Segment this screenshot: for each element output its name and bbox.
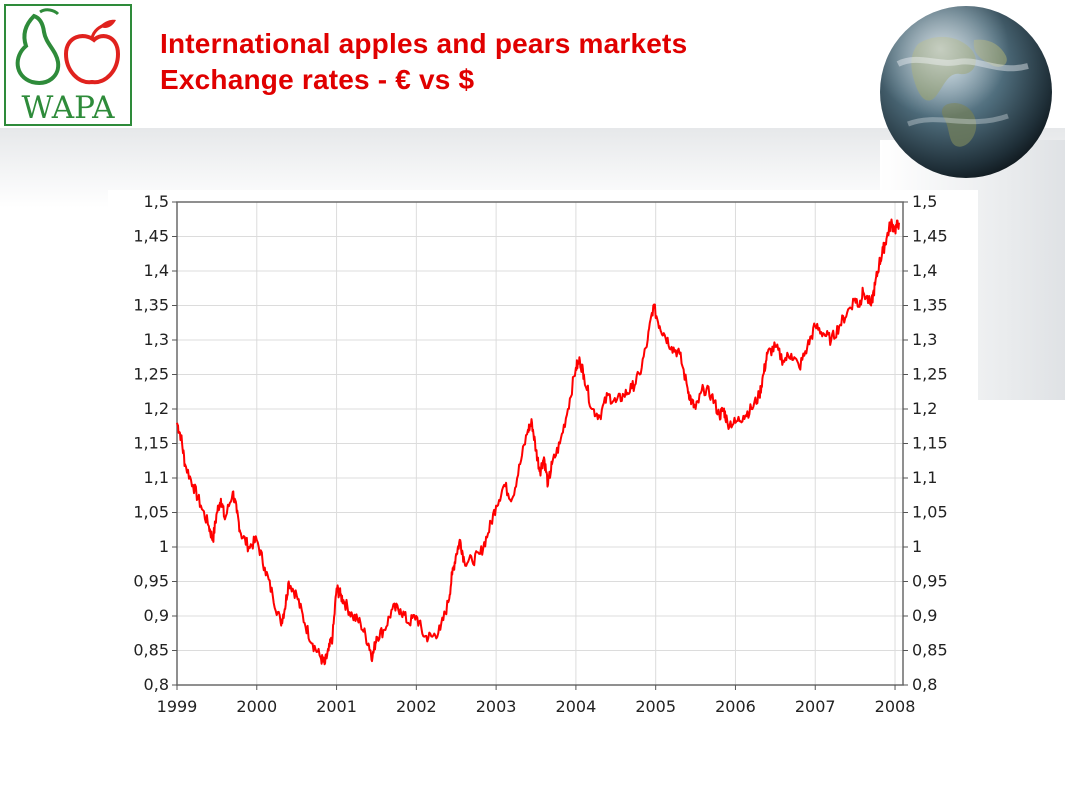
y-tick-label-right: 1,05 — [912, 503, 948, 522]
y-tick-label-left: 1,15 — [133, 434, 169, 453]
y-tick-label-left: 1,05 — [133, 503, 169, 522]
y-axis-right: 0,8 0,85 0,9 0,95 1 1,05 1,1 1,15 1,2 1,25 1,3 1,35… — [903, 192, 948, 694]
y-tick-label-left: 1,35 — [133, 296, 169, 315]
y-tick-label-right: 1,1 — [912, 468, 937, 487]
y-tick-label-left: 1,3 — [144, 330, 169, 349]
x-tick-label: 2005 — [635, 697, 676, 716]
y-tick-label-left: 1,5 — [144, 192, 169, 211]
x-tick-label: 2003 — [476, 697, 517, 716]
title-block: International apples and pears markets E… — [160, 26, 687, 98]
y-tick-label-right: 1,25 — [912, 365, 948, 384]
y-tick-label-left: 0,8 — [144, 675, 169, 694]
series-line-eur-usd — [176, 218, 900, 666]
y-tick-label-right: 0,9 — [912, 606, 937, 625]
y-tick-label-right: 1,15 — [912, 434, 948, 453]
x-axis: 1999 2000 2001 2002 2003 2004 2005 2006 2007 2008 — [157, 685, 916, 716]
y-tick-label-left: 1,25 — [133, 365, 169, 384]
chart-grid — [176, 201, 903, 686]
exchange-rate-chart: 0,8 0,85 0,9 0,95 1 1,05 1,1 1,15 1,2 1,25 1,3 1,35… — [133, 192, 948, 716]
y-tick-label-right: 1,4 — [912, 261, 937, 280]
y-tick-label-right: 1,3 — [912, 330, 937, 349]
x-tick-label: 1999 — [157, 697, 198, 716]
y-axis-left: 0,8 0,85 0,9 0,95 1 1,05 1,1 1,15 1,2 1,25 1,3 1,35… — [133, 192, 177, 694]
y-tick-label-right: 0,85 — [912, 641, 948, 660]
y-tick-label-right: 1,5 — [912, 192, 937, 211]
page-title: International apples and pears markets — [160, 28, 688, 59]
x-tick-label: 2006 — [715, 697, 756, 716]
globe-icon — [880, 6, 1052, 178]
wapa-logo: WAPA — [4, 4, 132, 126]
y-tick-label-left: 1,1 — [144, 468, 169, 487]
y-tick-label-left: 1,4 — [144, 261, 169, 280]
y-tick-label-left: 0,95 — [133, 572, 169, 591]
logo-text: WAPA — [21, 90, 115, 126]
y-tick-label-left: 1,2 — [144, 399, 169, 418]
y-tick-label-left: 0,9 — [144, 606, 169, 625]
x-tick-label: 2000 — [236, 697, 277, 716]
x-tick-label: 2004 — [556, 697, 597, 716]
y-tick-label-left: 0,85 — [133, 641, 169, 660]
x-tick-label: 2002 — [396, 697, 437, 716]
x-tick-label: 2007 — [795, 697, 836, 716]
y-tick-label-right: 1,2 — [912, 399, 937, 418]
page-subtitle: Exchange rates - € vs $ — [160, 64, 475, 95]
y-tick-label-right: 1 — [912, 537, 922, 556]
x-tick-label: 2001 — [316, 697, 357, 716]
y-tick-label-right: 0,8 — [912, 675, 937, 694]
y-tick-label-right: 1,35 — [912, 296, 948, 315]
y-tick-label-right: 0,95 — [912, 572, 948, 591]
x-tick-label: 2008 — [875, 697, 916, 716]
y-tick-label-left: 1 — [159, 537, 169, 556]
y-tick-label-left: 1,45 — [133, 227, 169, 246]
y-tick-label-right: 1,45 — [912, 227, 948, 246]
chart-container: 0,8 0,85 0,9 0,95 1 1,05 1,1 1,15 1,2 1,25 1,3 1,35… — [108, 190, 978, 730]
